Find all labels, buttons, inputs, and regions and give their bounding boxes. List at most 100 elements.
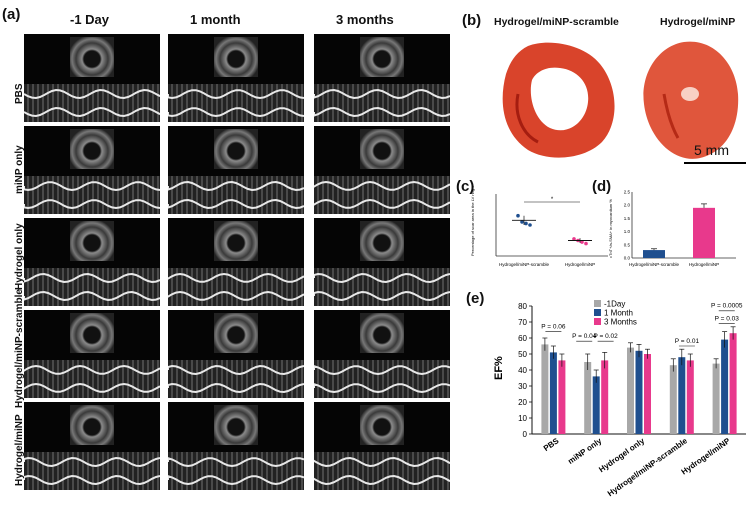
p-value-label: P = 0.03 <box>715 315 740 322</box>
echo-image <box>24 34 160 122</box>
heart-section-minp <box>643 41 739 159</box>
wall-motion-waves <box>24 181 160 210</box>
wall-motion-waves <box>24 364 160 393</box>
wall-motion-waves <box>314 180 450 209</box>
legend-swatch <box>594 318 601 325</box>
p-value-label: P = 0.06 <box>541 323 566 330</box>
m-mode-trace <box>168 268 304 306</box>
bar <box>686 360 694 434</box>
wall-motion-waves <box>314 272 450 302</box>
wall-motion-waves <box>168 457 304 486</box>
b-mode-view <box>214 405 258 445</box>
y-tick-label: 2.5 <box>624 190 631 195</box>
panel-a-label: (a) <box>2 6 21 23</box>
y-tick-label: 0.0 <box>624 256 631 261</box>
wall-wave <box>168 180 304 192</box>
b-mode-view <box>360 405 404 445</box>
significance-marker: * <box>551 197 554 203</box>
scale-bar-label: 5 mm <box>694 142 729 158</box>
panel-b-left-title: Hydrogel/miNP-scramble <box>494 16 619 28</box>
legend-label: 3 Months <box>604 318 637 327</box>
x-tick-label: PBS <box>542 436 561 453</box>
wall-motion-waves <box>168 272 304 301</box>
m-mode-trace <box>24 360 160 398</box>
bar <box>627 347 634 434</box>
data-point <box>584 241 588 246</box>
wall-wave <box>314 383 450 394</box>
y-tick-label: 80 <box>518 302 527 311</box>
echo-image <box>168 126 304 214</box>
wall-wave <box>24 88 160 100</box>
data-point <box>572 237 576 241</box>
panel-c-label: (c) <box>456 178 475 195</box>
wall-motion-waves <box>314 456 450 486</box>
wall-wave <box>24 272 160 284</box>
data-point <box>524 221 528 226</box>
y-axis-label: EF% <box>493 356 505 380</box>
wall-wave <box>168 272 304 283</box>
bar <box>541 344 549 434</box>
wall-wave <box>314 180 450 191</box>
bar <box>601 360 609 434</box>
wall-motion-waves <box>168 180 304 210</box>
bar <box>669 365 677 434</box>
echo-image <box>24 310 160 398</box>
ctnt-sma-bar-chart: cTnT+/a-SMA+ in myocardium % 0.0 0.5 1.0 1.5… <box>608 190 736 267</box>
y-tick-label: 10 <box>518 414 527 423</box>
b-mode-view <box>70 37 114 77</box>
bar <box>635 350 643 434</box>
wall-wave <box>168 89 304 100</box>
scale-bar <box>684 162 746 164</box>
wall-motion-waves <box>24 456 160 486</box>
wall-wave <box>314 290 450 302</box>
y-tick-label: 0.5 <box>624 242 631 247</box>
panel-d-label: (d) <box>592 178 612 195</box>
echo-image <box>314 34 450 122</box>
p-value-label: P = 0.02 <box>593 333 618 340</box>
y-tick-label: 70 <box>518 318 527 327</box>
wall-motion-waves <box>314 365 450 394</box>
wall-wave <box>168 364 304 376</box>
b-mode-view <box>360 221 404 261</box>
wall-motion-waves <box>168 89 304 118</box>
wall-wave <box>24 364 160 375</box>
y-tick-label: 40 <box>518 366 527 375</box>
echo-image <box>168 310 304 398</box>
y-axis-label: Percentage of scar area in the LV ring % <box>470 186 475 256</box>
b-mode-view <box>70 405 114 445</box>
x-tick-label: Hydrogel/miNP-scramble <box>629 262 680 267</box>
bar <box>729 333 737 434</box>
wall-wave <box>24 199 160 210</box>
panel-b-label: (b) <box>462 12 482 29</box>
bar <box>678 357 686 434</box>
data-point <box>580 240 584 244</box>
x-tick-label: Hydrogel/miNP-scramble <box>606 436 690 498</box>
bar <box>643 250 665 258</box>
echo-image <box>314 402 450 490</box>
bar <box>644 354 651 434</box>
bar <box>558 360 566 434</box>
m-mode-trace <box>314 452 450 490</box>
wall-motion-waves <box>314 88 450 118</box>
wall-wave <box>168 107 304 118</box>
x-tick-label: Hydrogel/miNP-scramble <box>499 262 550 267</box>
wall-wave <box>314 474 450 486</box>
x-tick-label: Hydrogel/miNP <box>689 262 719 267</box>
bar <box>584 362 592 434</box>
y-tick-label: 30 <box>518 382 527 391</box>
wall-wave <box>168 198 304 210</box>
y-tick-label: 50 <box>518 350 527 359</box>
bar <box>721 339 729 434</box>
echo-image <box>24 126 160 214</box>
wall-motion-waves <box>24 272 160 302</box>
panel-e-label: (e) <box>466 290 485 307</box>
b-mode-view <box>214 37 258 77</box>
legend-label: -1Day <box>604 300 625 309</box>
data-point <box>516 213 520 218</box>
p-value-label: P = 0.0005 <box>711 303 743 310</box>
wall-wave <box>24 474 160 486</box>
y-tick-label: 60 <box>518 334 527 343</box>
b-mode-view <box>214 221 258 261</box>
echo-image <box>168 34 304 122</box>
column-header-1-month: 1 month <box>190 12 241 27</box>
